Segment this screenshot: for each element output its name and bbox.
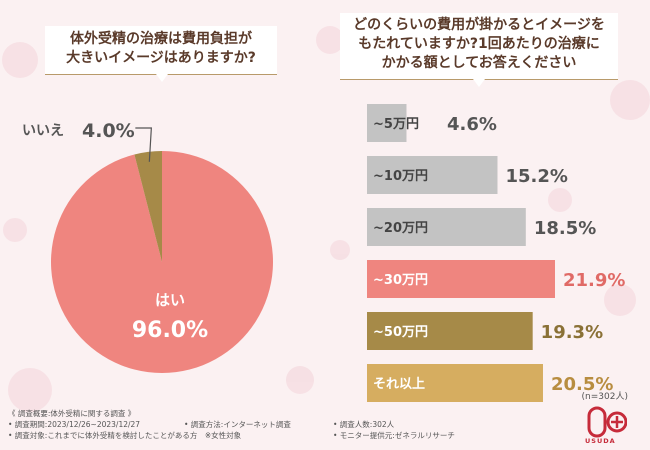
- left-question-box: 体外受精の治療は費用負担が 大きいイメージはありますか?: [45, 26, 277, 74]
- bar-value-label-3: 21.9%: [563, 270, 625, 291]
- bar-2: [367, 208, 526, 246]
- bar-1: [367, 156, 498, 194]
- bar-category-label-3: ~30万円: [373, 273, 428, 288]
- pie-leader-line: [135, 127, 152, 162]
- right-question-line1: どのくらいの費用が掛かるとイメージを: [353, 17, 605, 33]
- left-question-line1: 体外受精の治療は費用負担が: [70, 31, 252, 47]
- bar-5: [367, 364, 543, 402]
- bar-category-label-5: それ以上: [373, 377, 425, 392]
- logo-text: USUDA: [585, 437, 616, 445]
- pie-label-no: いいえ: [22, 123, 64, 139]
- survey-provider: • モニター提供元:ゼネラルリサーチ: [333, 431, 455, 440]
- bar-category-label-4: ~50万円: [373, 325, 428, 340]
- survey-count: • 調査人数:302人: [333, 420, 395, 429]
- survey-period: • 調査期間:2023/12/26~2023/12/27: [8, 420, 141, 429]
- pie-slice-no: [134, 151, 162, 262]
- bar-value-label-5: 20.5%: [551, 374, 613, 395]
- bar-4: [367, 312, 533, 350]
- bar-value-label-1: 15.2%: [505, 166, 567, 187]
- survey-method: • 調査方法:インターネット調査: [184, 420, 291, 429]
- pie-slice-yes: [50, 151, 273, 374]
- sample-size-note: (n=302人): [581, 392, 628, 402]
- usuda-logo-icon: [587, 406, 627, 438]
- pie-value-no: 4.0%: [82, 120, 135, 142]
- right-question-box: どのくらいの費用が掛かるとイメージを もたれていますか?1回あたりの治療に かか…: [340, 13, 618, 79]
- bar-0: [367, 104, 407, 142]
- bar-category-label-1: ~10万円: [373, 169, 428, 184]
- bar-3: [367, 260, 555, 298]
- survey-target: • 調査対象:これまでに体外受精を検討したことがある方 ※女性対象: [8, 431, 242, 440]
- left-question-line2: 大きいイメージはありますか?: [66, 50, 256, 66]
- bar-value-label-4: 19.3%: [541, 322, 603, 343]
- left-question-pointer: [156, 74, 168, 82]
- bar-category-label-0: ~5万円: [373, 117, 419, 132]
- right-question-line2: もたれていますか?1回あたりの治療に: [358, 36, 600, 52]
- right-question-line3: かかる額としてお答えください: [381, 55, 577, 71]
- pie-value-yes: 96.0%: [132, 318, 208, 343]
- right-question-pointer: [473, 79, 485, 87]
- bar-value-label-2: 18.5%: [534, 218, 596, 239]
- bar-value-label-0: 4.6%: [447, 114, 497, 135]
- bar-category-label-2: ~20万円: [373, 221, 428, 236]
- pie-label-yes: はい: [155, 291, 185, 309]
- survey-summary-title: 《 調査概要:体外受精に関する調査 》: [8, 409, 136, 418]
